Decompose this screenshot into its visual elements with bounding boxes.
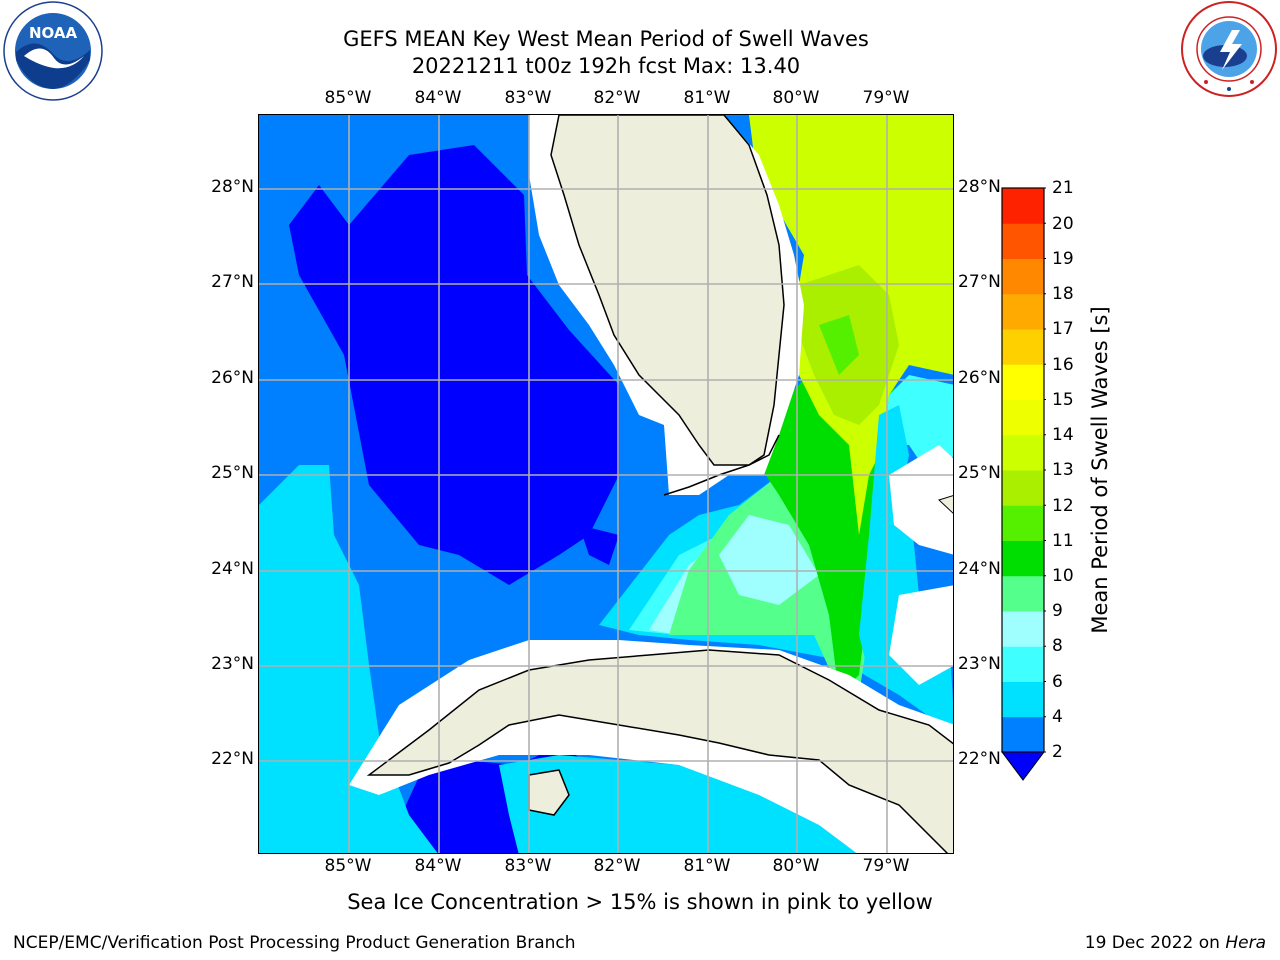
lat-tick-left-28n: 28°N: [211, 177, 254, 197]
no-data-bahamas: [889, 445, 953, 555]
colorbar-band: [1002, 188, 1044, 224]
colorbar-label-11: 11: [1052, 531, 1074, 551]
colorbar-title: Mean Period of Swell Waves [s]: [1088, 306, 1112, 634]
colorbar-band: [1002, 329, 1044, 365]
noaa-logo-icon: NOAA: [3, 1, 103, 101]
footer-date-text: 19 Dec 2022 on: [1084, 933, 1226, 953]
colorbar-band: [1002, 646, 1044, 682]
lon-tick-top-84w: 84°W: [414, 88, 462, 108]
lat-tick-right-27n: 27°N: [958, 272, 1001, 292]
chart-title: GEFS MEAN Key West Mean Period of Swell …: [343, 27, 869, 51]
colorbar-label-6: 6: [1052, 672, 1063, 692]
lon-tick-bottom-81w: 81°W: [683, 856, 731, 876]
colorbar-band: [1002, 505, 1044, 541]
lat-tick-right-23n: 23°N: [958, 654, 1001, 674]
colorbar-band: [1002, 611, 1044, 647]
colorbar-band: [1002, 716, 1044, 753]
colorbar-band: [1002, 293, 1044, 330]
map-gridlines: [259, 115, 953, 853]
noaa-logo-text: NOAA: [29, 24, 78, 42]
lat-tick-right-24n: 24°N: [958, 559, 1001, 579]
sea-ice-note: Sea Ice Concentration > 15% is shown in …: [347, 890, 933, 914]
colorbar-label-21: 21: [1052, 178, 1074, 198]
lat-tick-left-27n: 27°N: [211, 272, 254, 292]
lat-tick-right-25n: 25°N: [958, 463, 1001, 483]
colorbar-label-2: 2: [1052, 742, 1063, 762]
nws-logo-icon: [1181, 1, 1277, 97]
swell-period-map: [258, 114, 954, 854]
colorbar-label-14: 14: [1052, 425, 1074, 445]
cuba-land: [366, 649, 953, 853]
lat-tick-right-26n: 26°N: [958, 368, 1001, 388]
footer-host: Hera: [1225, 933, 1266, 953]
colorbar-label-10: 10: [1052, 566, 1074, 586]
colorbar-band: [1002, 399, 1044, 436]
lon-tick-bottom-85w: 85°W: [324, 856, 372, 876]
lon-tick-top-82w: 82°W: [593, 88, 641, 108]
colorbar-band: [1002, 434, 1044, 471]
florida-land: [550, 115, 785, 466]
colorbar-band: [1002, 575, 1044, 612]
colorbar-label-16: 16: [1052, 355, 1074, 375]
footer-credit: NCEP/EMC/Verification Post Processing Pr…: [13, 933, 576, 953]
colorbar-band: [1002, 470, 1044, 506]
colorbar-label-4: 4: [1052, 707, 1063, 727]
lat-tick-right-28n: 28°N: [958, 177, 1001, 197]
lon-tick-top-85w: 85°W: [324, 88, 372, 108]
lon-tick-bottom-80w: 80°W: [772, 856, 820, 876]
colorbar-label-9: 9: [1052, 601, 1063, 621]
chart-subtitle: 20221211 t00z 192h fcst Max: 13.40: [411, 54, 801, 78]
lon-tick-top-83w: 83°W: [504, 88, 552, 108]
colorbar-label-17: 17: [1052, 319, 1074, 339]
lon-tick-top-79w: 79°W: [862, 88, 910, 108]
colorbar-label-19: 19: [1052, 249, 1074, 269]
colorbar-label-13: 13: [1052, 460, 1074, 480]
lon-tick-bottom-82w: 82°W: [593, 856, 641, 876]
lat-tick-left-24n: 24°N: [211, 559, 254, 579]
colorbar-band: [1002, 540, 1044, 577]
colorbar-label-20: 20: [1052, 214, 1074, 234]
colorbar-band: [1002, 223, 1044, 259]
colorbar: [1001, 187, 1046, 781]
lat-tick-left-25n: 25°N: [211, 463, 254, 483]
lon-tick-bottom-83w: 83°W: [504, 856, 552, 876]
lat-tick-right-22n: 22°N: [958, 749, 1001, 769]
lon-tick-bottom-84w: 84°W: [414, 856, 462, 876]
colorbar-label-15: 15: [1052, 390, 1074, 410]
colorbar-label-12: 12: [1052, 496, 1074, 516]
colorbar-label-18: 18: [1052, 284, 1074, 304]
lat-tick-left-23n: 23°N: [211, 654, 254, 674]
colorbar-band: [1002, 258, 1044, 295]
footer-date: 19 Dec 2022 on Hera: [1085, 933, 1266, 953]
lon-tick-top-81w: 81°W: [683, 88, 731, 108]
colorbar-band: [1002, 364, 1044, 400]
lon-tick-top-80w: 80°W: [772, 88, 820, 108]
colorbar-under-triangle: [1001, 751, 1045, 781]
colorbar-label-8: 8: [1052, 636, 1063, 656]
map-canvas: [259, 115, 953, 853]
lon-tick-bottom-79w: 79°W: [862, 856, 910, 876]
lat-tick-left-26n: 26°N: [211, 368, 254, 388]
colorbar-band: [1002, 681, 1044, 718]
lat-tick-left-22n: 22°N: [211, 749, 254, 769]
